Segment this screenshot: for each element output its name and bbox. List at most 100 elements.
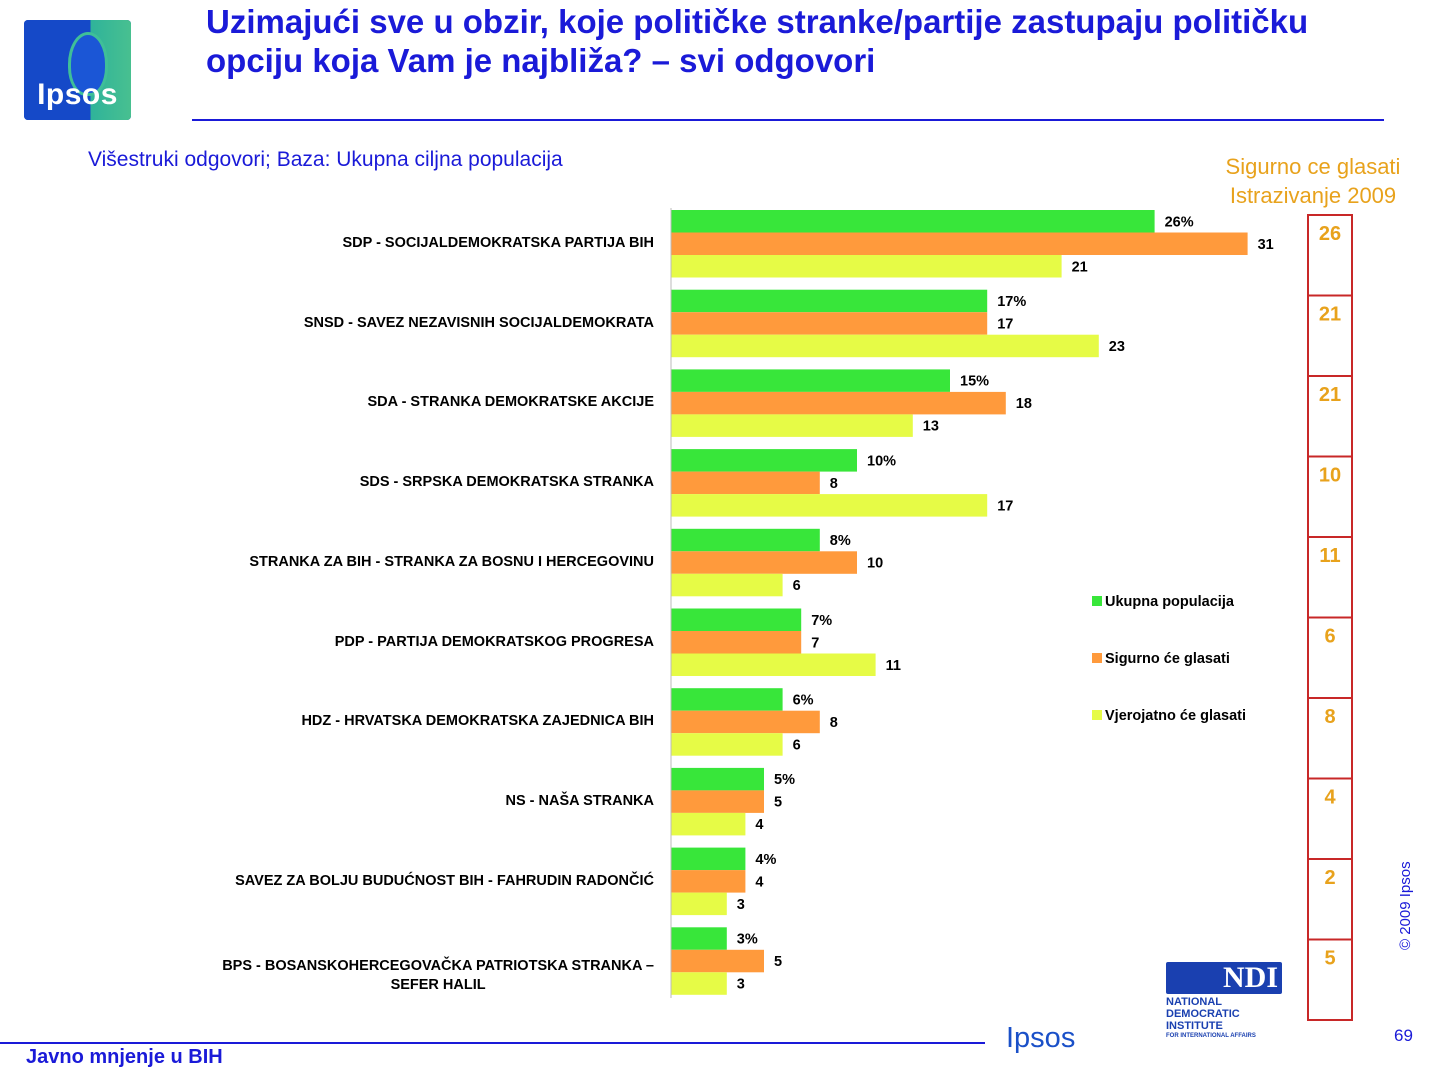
ndi-mark: NDI [1166, 962, 1282, 994]
bar-3-9 [671, 892, 727, 916]
poll-value-5: 11 [1319, 545, 1340, 567]
data-label-2-4: 8 [830, 476, 838, 492]
legend-label: Sigurno će glasati [1105, 651, 1230, 667]
bar-1-10 [671, 927, 727, 950]
poll-value-7: 8 [1324, 706, 1335, 728]
data-label-2-1: 31 [1258, 237, 1274, 253]
data-label-3-5: 6 [793, 578, 801, 594]
poll-value-8: 4 [1324, 787, 1336, 809]
bar-2-1 [671, 232, 1248, 255]
bar-1-9 [671, 847, 746, 871]
bar-3-8 [671, 812, 746, 836]
bar-3-2 [671, 334, 1099, 358]
category-label: PDP - PARTIJA DEMOKRATSKOG PROGRESA [334, 633, 654, 650]
bar-3-5 [671, 573, 783, 597]
data-label-1-10: 3% [737, 932, 758, 948]
legend-swatch [1092, 710, 1102, 720]
poll-2009-header: Sigurno ce glasati Istrazivanje 2009 [1206, 152, 1420, 210]
bar-3-1 [671, 255, 1062, 278]
bar-2-7 [671, 710, 820, 734]
category-label: SNSD - SAVEZ NEZAVISNIH SOCIJALDEMOKRATA [303, 314, 654, 331]
poll-value-3: 21 [1319, 384, 1341, 406]
bar-3-4 [671, 494, 988, 517]
footer-ipsos-brand: Ipsos [1006, 1022, 1076, 1054]
bar-3-10 [671, 972, 727, 995]
category-label: SAVEZ ZA BOLJU BUDUĆNOST BIH - FAHRUDIN … [235, 872, 654, 889]
subtitle: Višestruki odgovori; Baza: Ukupna ciljna… [88, 148, 563, 171]
bar-1-3 [671, 369, 950, 392]
bar-2-6 [671, 631, 802, 654]
poll-value-2: 21 [1319, 304, 1341, 326]
data-label-2-9: 4 [755, 874, 763, 890]
poll-value-9: 2 [1324, 867, 1335, 889]
bar-2-8 [671, 790, 764, 813]
legend-label: Ukupna populacija [1105, 594, 1234, 610]
bar-1-7 [671, 688, 783, 711]
category-label: NS - NAŠA STRANKA [505, 792, 655, 809]
data-label-3-4: 17 [997, 498, 1013, 514]
category-label: SDP - SOCIJALDEMOKRATSKA PARTIJA BIH [342, 235, 654, 251]
ipsos-head-icon [68, 32, 108, 96]
poll-value-6: 6 [1324, 626, 1335, 648]
ndi-logo: NDI NATIONAL DEMOCRATIC INSTITUTE FOR IN… [1166, 962, 1282, 1042]
bar-3-6 [671, 653, 876, 676]
legend-swatch [1092, 653, 1102, 663]
poll-header-line2: Istrazivanje 2009 [1229, 183, 1397, 208]
ipsos-logo: Ipsos [24, 20, 131, 120]
data-label-1-7: 6% [793, 692, 814, 708]
data-label-2-6: 7 [811, 635, 819, 651]
bar-2-5 [671, 551, 857, 574]
category-label: SDA - STRANKA DEMOKRATSKE AKCIJE [367, 394, 654, 411]
data-label-1-2: 17% [997, 294, 1026, 310]
data-label-2-7: 8 [830, 715, 838, 731]
poll-cell-10 [1307, 938, 1353, 1021]
page-number: 69 [1394, 1026, 1413, 1045]
data-label-1-3: 15% [960, 374, 989, 390]
data-label-3-7: 6 [793, 737, 801, 753]
category-label: HDZ - HRVATSKA DEMOKRATSKA ZAJEDNICA BIH [301, 713, 654, 730]
bar-3-3 [671, 414, 913, 437]
ndi-line1: NATIONAL [1166, 996, 1223, 1008]
category-label: SDS - SRPSKA DEMOKRATSKA STRANKA [359, 474, 654, 491]
bar-1-5 [671, 528, 820, 552]
page-title: Uzimajući sve u obzir, koje političke st… [206, 3, 1309, 79]
data-label-3-6: 11 [886, 658, 901, 674]
legend-item-3: Vjerojatno će glasati [1092, 708, 1246, 724]
data-label-1-5: 8% [830, 533, 851, 549]
poll-value-10: 5 [1324, 948, 1335, 970]
data-label-3-1: 21 [1072, 259, 1088, 275]
data-label-1-9: 4% [755, 852, 776, 868]
data-label-2-10: 5 [774, 954, 782, 970]
bar-1-4 [671, 449, 857, 472]
data-label-2-5: 10 [867, 556, 883, 572]
data-label-3-3: 13 [923, 419, 939, 435]
data-label-3-2: 23 [1109, 339, 1125, 355]
bar-1-8 [671, 767, 764, 791]
data-label-2-2: 17 [997, 316, 1013, 332]
bar-2-10 [671, 949, 764, 973]
category-label: BPS - BOSANSKOHERCEGOVAČKA PATRIOTSKA ST… [222, 958, 654, 994]
ndi-line3: INSTITUTE [1166, 1020, 1223, 1032]
bar-2-4 [671, 471, 820, 495]
data-label-1-1: 26% [1165, 214, 1194, 230]
footer-title: Javno mnjenje u BIH [26, 1046, 223, 1068]
bar-2-3 [671, 391, 1006, 415]
ndi-line4: FOR INTERNATIONAL AFFAIRS [1166, 1033, 1256, 1039]
bar-2-2 [671, 312, 988, 335]
data-label-1-4: 10% [867, 453, 896, 469]
poll-header-line1: Sigurno ce glasati [1225, 154, 1401, 179]
legend-swatch [1092, 596, 1102, 606]
bar-2-9 [671, 870, 746, 893]
title-divider [192, 119, 1384, 121]
footer-divider [0, 1042, 985, 1044]
data-label-2-8: 5 [774, 795, 782, 811]
copyright: © 2009 Ipsos [1397, 861, 1414, 950]
legend-item-2: Sigurno će glasati [1092, 651, 1230, 667]
ipsos-logo-text: Ipsos [37, 78, 118, 111]
ndi-line2: DEMOCRATIC [1166, 1008, 1240, 1020]
bar-3-7 [671, 733, 783, 756]
poll-value-1: 26 [1319, 223, 1341, 245]
data-label-3-8: 4 [755, 817, 763, 833]
poll-value-4: 10 [1319, 465, 1341, 487]
